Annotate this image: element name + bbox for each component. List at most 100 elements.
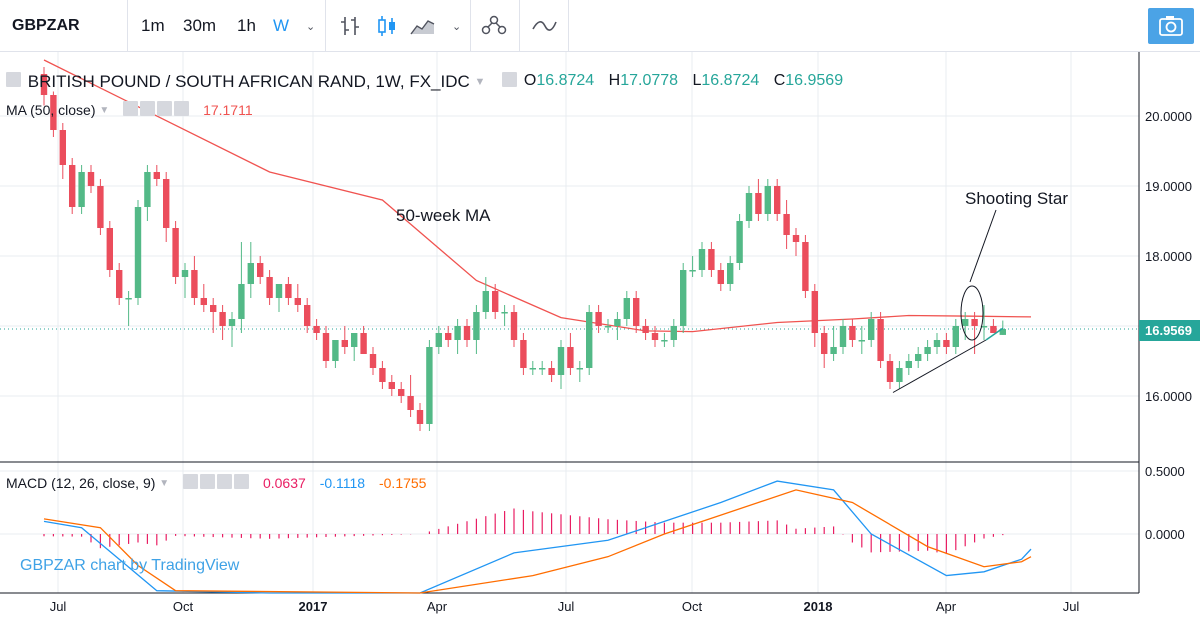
candle-body <box>614 319 621 326</box>
candle-body <box>426 347 433 424</box>
candles-layer <box>40 67 1006 431</box>
candle-body <box>962 319 969 326</box>
candle-body <box>990 326 997 333</box>
chart-type-dropdown-chevron-icon[interactable]: ⌄ <box>452 21 462 33</box>
candle-body <box>905 361 912 368</box>
candle-body <box>50 95 57 130</box>
interval-30m[interactable]: 30m <box>183 16 217 35</box>
shooting-star-highlight <box>960 285 984 341</box>
candle-body <box>360 333 367 354</box>
candle-body <box>548 368 555 375</box>
candle-body <box>59 130 66 165</box>
macd-tick-label: 0.0000 <box>1145 527 1185 542</box>
candle-body <box>398 389 405 396</box>
price-tick-label: 16.0000 <box>1145 389 1192 404</box>
indicators-icon[interactable] <box>480 12 508 40</box>
ohlc-low: 16.8724 <box>701 72 760 90</box>
candle-body <box>40 74 48 95</box>
candle-body <box>576 368 583 370</box>
candle-body <box>388 382 395 389</box>
candle-body <box>228 319 236 326</box>
candle-body <box>952 326 959 347</box>
ohlc-close: 16.9569 <box>785 72 844 90</box>
candle-body <box>708 249 715 270</box>
candle-body <box>868 319 875 340</box>
candle-body <box>604 326 612 328</box>
candle-body <box>351 333 358 347</box>
macd-hist-value: 0.0637 <box>262 475 306 492</box>
macd-signal-value: -0.1755 <box>378 475 427 492</box>
compare-line-icon[interactable] <box>530 12 558 40</box>
candle-body <box>933 340 941 347</box>
camera-icon <box>1159 16 1183 36</box>
candle-body <box>313 326 320 333</box>
candle-body <box>332 340 339 361</box>
candle-body <box>257 263 264 277</box>
candle-body <box>896 368 903 382</box>
candle-body <box>943 340 950 347</box>
candle-body <box>839 326 847 347</box>
candle-body <box>304 305 311 326</box>
candle-body <box>510 312 518 340</box>
candle-body <box>78 172 85 207</box>
candle-body <box>134 207 142 298</box>
bars-chart-type-icon[interactable] <box>336 12 364 40</box>
candle-body <box>275 284 283 298</box>
candle-body <box>210 305 217 312</box>
candle-body <box>567 347 574 368</box>
area-chart-type-icon[interactable] <box>408 12 436 40</box>
candle-body <box>633 298 640 326</box>
candle-body <box>181 270 189 277</box>
candle-body <box>792 235 800 242</box>
candle-body <box>285 284 292 298</box>
candles-chart-type-icon[interactable] <box>373 12 401 40</box>
candle-body <box>821 333 828 354</box>
ma-dropdown-icon[interactable]: ▼ <box>99 104 110 116</box>
candle-body <box>586 312 593 368</box>
interval-dropdown-chevron-icon[interactable]: ⌄ <box>306 21 316 33</box>
macd-signal-line <box>43 489 1032 594</box>
series-title: BRITISH POUND / SOUTH AFRICAN RAND, 1W, … <box>27 71 470 91</box>
candle-body <box>492 291 499 312</box>
snapshot-button[interactable] <box>1148 8 1194 44</box>
legend-eye-icon[interactable] <box>502 71 519 92</box>
candle-body <box>642 326 649 333</box>
candle-body <box>416 410 424 424</box>
macd-label: MACD (12, 26, close, 9) <box>6 475 156 492</box>
symbol-search[interactable]: GBPZAR <box>0 0 128 52</box>
candle-body <box>736 221 743 263</box>
candle-body <box>87 172 95 186</box>
time-tick-label: Apr <box>936 599 957 614</box>
time-tick-label: Oct <box>173 599 194 614</box>
candle-body <box>163 179 170 228</box>
ma-label: MA (50, close) <box>6 102 96 119</box>
ma-settings-icons[interactable] <box>123 101 191 119</box>
candle-body <box>529 368 536 370</box>
candle-body <box>125 298 132 300</box>
candle-body <box>501 312 508 314</box>
candle-body <box>266 277 273 298</box>
legend-dropdown-icon[interactable]: ▼ <box>474 75 486 88</box>
chart-grid <box>0 52 1139 593</box>
candle-body <box>623 298 630 319</box>
legend-toggle[interactable] <box>6 71 23 92</box>
annotation-pointer <box>969 209 997 283</box>
candle-body <box>689 270 696 272</box>
candle-body <box>745 193 753 221</box>
candle-body <box>783 214 790 235</box>
price-chart[interactable]: 16.000017.000018.000019.000020.00000.000… <box>0 52 1200 617</box>
support-trendline-extension <box>985 327 1004 341</box>
candle-body <box>520 340 527 368</box>
moving-average-layer <box>43 59 1032 333</box>
candle-body <box>886 361 894 382</box>
candle-body <box>651 333 659 340</box>
interval-1h[interactable]: 1h <box>237 16 256 35</box>
macd-settings-icons[interactable] <box>183 474 251 492</box>
interval-w[interactable]: W <box>273 16 290 35</box>
candle-body <box>97 186 104 228</box>
macd-dropdown-icon[interactable]: ▼ <box>159 477 170 489</box>
candle-body <box>670 326 677 340</box>
interval-1m[interactable]: 1m <box>141 16 165 35</box>
ohlc-open: 16.8724 <box>536 72 595 90</box>
candle-body <box>247 263 254 284</box>
